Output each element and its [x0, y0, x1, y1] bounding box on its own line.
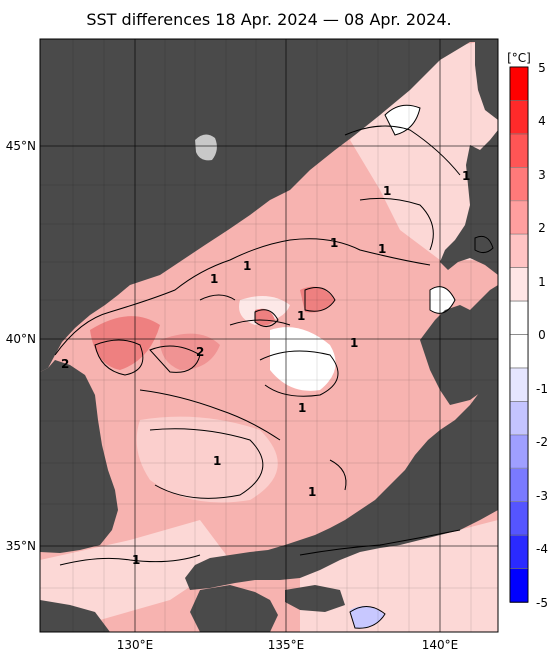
lat-label-40n: 40°N — [6, 332, 36, 346]
contour-label: 1 — [297, 309, 305, 323]
colorbar-tick: -1 — [536, 382, 548, 396]
colorbar-segment — [509, 467, 529, 503]
colorbar-segment — [509, 233, 529, 269]
honshu-island — [185, 370, 498, 590]
colorbar-tick: 4 — [538, 114, 546, 128]
contour-label: 1 — [210, 272, 218, 286]
colorbar: [°C] 5 4 3 2 1 0 -1 -2 -3 -4 -5 — [507, 51, 548, 610]
colorbar-tick: -2 — [536, 435, 548, 449]
lat-label-35n: 35°N — [6, 539, 36, 553]
contour-label: 1 — [350, 336, 358, 350]
colorbar-segment — [509, 334, 529, 369]
plot-frame — [39, 38, 499, 633]
colorbar-segment — [509, 200, 529, 235]
colorbar-tick: 2 — [538, 221, 546, 235]
hokkaido-island — [440, 130, 498, 275]
contour-label: 2 — [196, 345, 204, 359]
contour-label: 1 — [462, 169, 470, 183]
contour-labels: 1 1 1 1 1 1 1 1 1 1 1 1 1 2 2 — [61, 169, 470, 567]
colorbar-segment — [509, 133, 529, 169]
lon-label-130e: 130°E — [117, 638, 154, 652]
colorbar-segment — [509, 534, 529, 570]
colorbar-segment — [509, 568, 529, 603]
gridlines — [40, 39, 498, 632]
contour-label: 1 — [383, 184, 391, 198]
lat-label-45n: 45°N — [6, 139, 36, 153]
colorbar-tick: -3 — [536, 489, 548, 503]
contour-label: 1 — [132, 553, 140, 567]
colorbar-segment — [509, 167, 529, 202]
colorbar-tick: -5 — [536, 596, 548, 610]
colorbar-segment — [509, 300, 529, 336]
colorbar-tick: -4 — [536, 542, 548, 556]
map-title: SST differences 18 Apr. 2024 — 08 Apr. 2… — [86, 10, 452, 29]
lon-label-135e: 135°E — [268, 638, 305, 652]
colorbar-segment — [509, 100, 529, 135]
colorbar-tick: 5 — [538, 61, 546, 75]
contour-label: 1 — [243, 259, 251, 273]
contour-lines — [54, 104, 494, 629]
colorbar-segment — [509, 367, 529, 403]
colorbar-segment — [509, 434, 529, 470]
contour-label: 1 — [330, 236, 338, 250]
contour-label: 1 — [378, 242, 386, 256]
contour-label: 1 — [213, 454, 221, 468]
asian-continent — [40, 39, 498, 372]
colorbar-segment — [509, 66, 529, 102]
colorbar-tick: 0 — [538, 328, 546, 342]
contour-label: 1 — [298, 401, 306, 415]
colorbar-tick: 1 — [538, 275, 546, 289]
lon-label-140e: 140°E — [422, 638, 459, 652]
colorbar-tick: 3 — [538, 168, 546, 182]
colorbar-unit: [°C] — [507, 51, 531, 65]
colorbar-segment — [509, 401, 529, 436]
colorbar-segment — [509, 267, 529, 302]
contour-label: 2 — [61, 357, 69, 371]
korean-peninsula — [40, 360, 118, 553]
contour-label: 1 — [308, 485, 316, 499]
colorbar-segment — [509, 501, 529, 536]
